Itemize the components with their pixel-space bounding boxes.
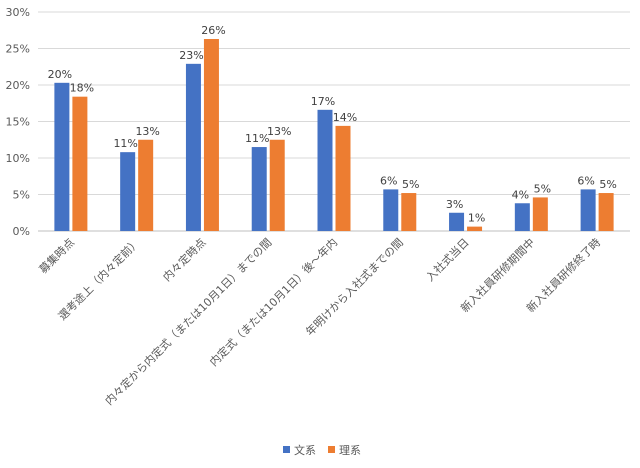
data-label: 13%	[267, 125, 291, 138]
y-tick-label: 20%	[6, 79, 30, 92]
data-label: 4%	[512, 188, 529, 201]
y-tick-label: 0%	[13, 225, 30, 238]
data-label: 23%	[179, 49, 203, 62]
x-category-label: 内々定時点	[160, 235, 209, 284]
gridlines	[38, 11, 630, 232]
data-label: 5%	[534, 182, 551, 195]
y-tick-label: 30%	[6, 6, 30, 19]
data-label: 6%	[380, 174, 397, 187]
data-label: 26%	[201, 24, 225, 37]
bar-series-2	[72, 96, 88, 232]
bar-series-2	[269, 139, 285, 231]
data-label: 14%	[333, 111, 357, 124]
data-label: 1%	[468, 212, 485, 225]
y-tick-label: 5%	[13, 189, 30, 202]
legend-label-series-1: 文系	[294, 443, 316, 457]
data-label: 20%	[48, 68, 72, 81]
y-tick-label: 25%	[6, 43, 30, 56]
bar-series-1	[514, 203, 530, 231]
data-label: 13%	[135, 125, 159, 138]
data-label: 18%	[70, 82, 94, 95]
data-label: 5%	[599, 178, 616, 191]
legend-swatch-series-1	[283, 446, 290, 453]
y-tick-label: 15%	[6, 116, 30, 129]
bar-series-1	[120, 152, 136, 231]
bar-series-1	[383, 189, 399, 231]
bar-series-2	[532, 197, 548, 231]
legend-swatch-series-2	[328, 446, 335, 453]
bar-series-1	[185, 63, 201, 231]
data-label: 11%	[113, 137, 137, 150]
bar-series-2	[598, 193, 614, 231]
legend: 文系 理系	[283, 443, 361, 457]
bar-series-1	[580, 189, 596, 231]
data-labels: 20%18%11%13%23%26%11%13%17%14%6% 5%3%1%4%…	[48, 24, 617, 225]
x-category-label: 募集時点	[36, 235, 77, 276]
bar-series-2	[467, 226, 483, 231]
data-label: 5%	[402, 178, 419, 191]
bar-series-2	[335, 125, 351, 231]
bar-series-1	[317, 109, 333, 231]
x-category-label: 内定式（または10月1日）後～年内	[206, 235, 340, 369]
bars	[54, 39, 614, 232]
data-label: 11%	[245, 132, 269, 145]
y-axis-ticks: 0% 5% 10% 15% 20% 25% 30%	[6, 6, 30, 238]
data-label: 17%	[311, 95, 335, 108]
bar-series-1	[54, 82, 70, 231]
data-label: 6%	[577, 174, 594, 187]
bar-series-2	[401, 193, 417, 231]
legend-label-series-2: 理系	[339, 444, 361, 457]
bar-series-2	[203, 39, 219, 232]
bar-series-2	[138, 139, 154, 231]
y-tick-label: 10%	[6, 152, 30, 165]
bar-series-1	[449, 212, 465, 231]
x-category-label: 入社式当日	[423, 235, 472, 284]
data-label: 3%	[446, 198, 463, 211]
bar-series-1	[251, 147, 267, 231]
